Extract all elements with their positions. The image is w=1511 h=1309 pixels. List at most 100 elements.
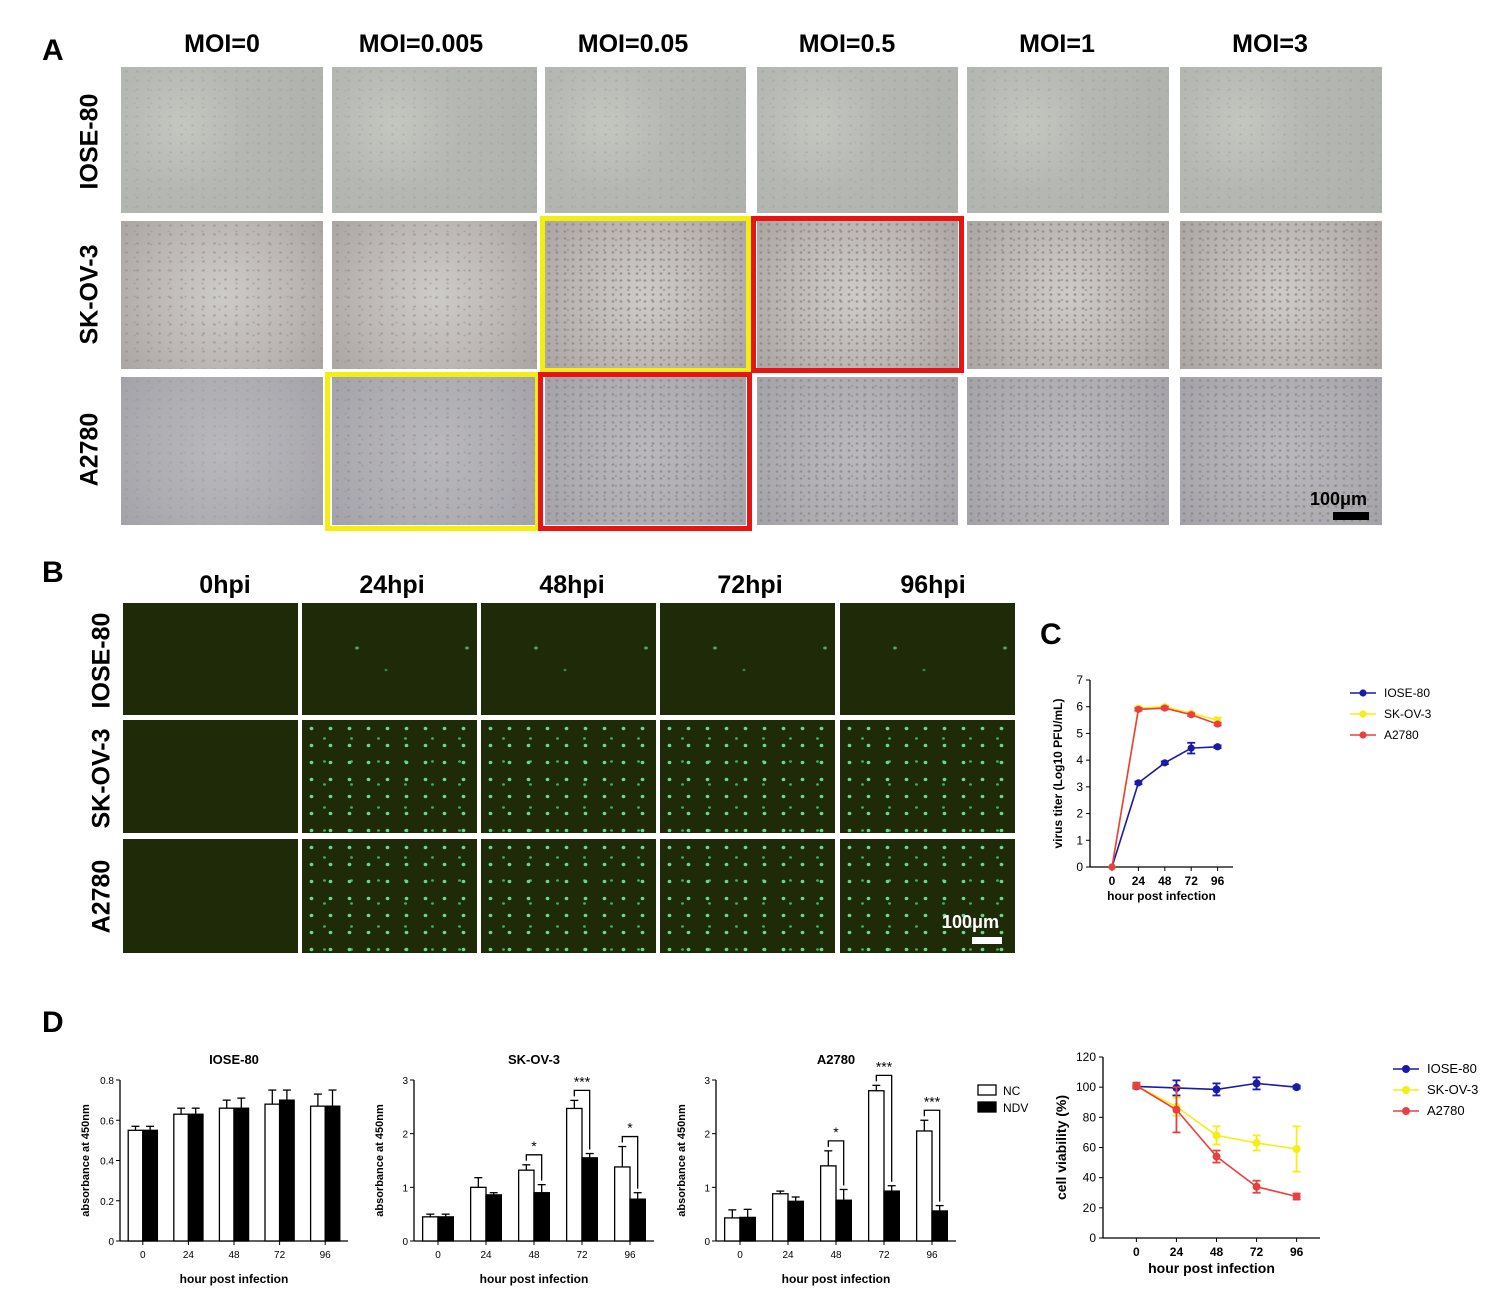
x-tick-label: 0 — [1109, 874, 1116, 888]
x-tick-label: 72 — [1250, 1245, 1264, 1259]
panel-b-column-header: 96hpi — [900, 571, 966, 599]
bar-ndv — [629, 1198, 647, 1242]
highlight-frame-red-a2780 — [538, 372, 752, 531]
bar-nc — [771, 1193, 789, 1242]
bar-nc — [915, 1130, 933, 1242]
y-tick-label: 1 — [704, 1183, 710, 1194]
data-point — [1252, 1182, 1261, 1191]
x-tick-label: 72 — [274, 1250, 286, 1261]
fluorescence-iose80-48hpi — [481, 603, 656, 715]
y-axis-label: virus titer (Log10 PFU/mL) — [1051, 698, 1065, 848]
y-tick-label: 5 — [1076, 726, 1083, 740]
fluorescence-a2780-48hpi — [481, 839, 656, 953]
bar-nc — [469, 1186, 487, 1242]
significance-bracket — [573, 1089, 591, 1150]
panel-label-b: B — [42, 556, 64, 589]
legend-marker — [1359, 689, 1367, 697]
micrograph-iose80-moi1 — [967, 67, 1169, 213]
data-point — [1132, 1081, 1141, 1090]
panel-a-column-header: MOI=0.005 — [358, 30, 484, 58]
data-point — [1212, 1085, 1221, 1094]
fluorescence-skov3-24hpi — [302, 720, 477, 833]
legend-label: SK-OV-3 — [1427, 1082, 1478, 1097]
data-point — [1292, 1145, 1301, 1154]
x-tick-label: 0 — [140, 1250, 146, 1261]
legend-label: SK-OV-3 — [1384, 707, 1432, 721]
bar-ndv — [835, 1199, 853, 1242]
significance-bracket — [923, 1109, 941, 1202]
x-tick-label: 96 — [1290, 1245, 1304, 1259]
bar-nc — [517, 1169, 535, 1242]
y-tick-label: 0 — [1076, 860, 1083, 874]
micrograph-iose80-moi005 — [545, 67, 746, 213]
micrograph-a2780-moi005 — [545, 377, 746, 525]
x-axis-label: hour post infection — [782, 1272, 891, 1286]
legend-label: NDV — [1003, 1101, 1028, 1115]
legend-label: IOSE-80 — [1384, 686, 1430, 700]
panel-label-d: D — [42, 1006, 64, 1039]
x-axis-label: hour post infection — [1107, 889, 1216, 903]
legend-swatch-ndv — [977, 1101, 997, 1113]
highlight-frame-red-skov3 — [751, 216, 964, 373]
highlight-frame-yellow-a2780 — [325, 372, 540, 531]
micrograph-a2780-moi05 — [757, 377, 958, 525]
bar-nc — [565, 1107, 583, 1242]
y-tick-label: 2 — [704, 1130, 710, 1141]
bar-ndv — [883, 1190, 901, 1242]
micrograph-skov3-moi0005 — [332, 221, 537, 369]
x-tick-label: 48 — [830, 1250, 842, 1261]
x-tick-label: 24 — [1132, 874, 1146, 888]
bar-ndv — [533, 1192, 551, 1242]
data-point — [1214, 743, 1222, 751]
data-point — [1108, 863, 1116, 871]
data-point — [1161, 759, 1169, 767]
y-tick-label: 7 — [1076, 673, 1083, 687]
legend-swatch-nc — [977, 1084, 997, 1096]
highlight-frame-yellow-skov3 — [540, 216, 751, 373]
panel-b-column-header: 72hpi — [717, 571, 783, 599]
y-tick-label: 2 — [1076, 807, 1083, 821]
bar-nc — [127, 1129, 144, 1242]
y-tick-label: 1 — [1076, 833, 1083, 847]
x-tick-label: 0 — [737, 1250, 743, 1261]
fluorescence-iose80-24hpi — [302, 603, 477, 715]
x-tick-label: 96 — [926, 1250, 938, 1261]
bar-nc — [173, 1113, 190, 1242]
fluorescence-skov3-72hpi — [660, 720, 835, 833]
series-line-sk-ov-3 — [1111, 705, 1218, 868]
significance-bracket — [525, 1154, 543, 1181]
micrograph-iose80-moi05 — [757, 67, 958, 213]
micrograph-iose80-moi0 — [121, 67, 323, 213]
significance-bracket — [827, 1140, 845, 1186]
significance-label: * — [627, 1120, 633, 1136]
x-tick-label: 48 — [1210, 1245, 1224, 1259]
significance-bracket — [875, 1074, 893, 1182]
micrograph-skov3-moi005 — [545, 221, 746, 369]
bar-ndv — [739, 1216, 757, 1242]
y-axis-label: absorbance at 450nm — [80, 1104, 92, 1217]
panel-d-iose80-absorbance-chart: IOSE-80 0 0.2 0.4 0.6 0.8 0 24 48 72 96 hour post i… — [80, 1052, 348, 1286]
legend-marker — [1359, 731, 1367, 739]
panel-b-scalebar-label: 100μm — [942, 912, 1000, 932]
series-line-a2780 — [1111, 707, 1218, 868]
micrograph-iose80-moi3 — [1180, 67, 1382, 213]
fluorescence-a2780-96hpi — [840, 839, 1015, 953]
y-tick-label: 4 — [1076, 753, 1083, 767]
y-tick-label: 0.4 — [100, 1157, 114, 1168]
bar-ndv — [324, 1105, 341, 1242]
panel-a-column-header: MOI=1 — [1019, 30, 1095, 58]
legend-label: NC — [1003, 1084, 1021, 1098]
panel-b-column-header: 24hpi — [359, 571, 425, 599]
legend-label: A2780 — [1427, 1103, 1465, 1118]
bar-ndv — [278, 1099, 295, 1242]
y-axis-label: cell viability (%) — [1053, 1095, 1069, 1200]
legend-label: A2780 — [1384, 728, 1419, 742]
fluorescence-iose80-0hpi — [123, 603, 298, 715]
bar-ndv — [931, 1210, 949, 1242]
data-point — [1212, 1152, 1221, 1161]
data-point — [1212, 1131, 1221, 1140]
y-tick-label: 80 — [1083, 1110, 1097, 1124]
data-point — [1187, 744, 1195, 752]
bar-nc — [421, 1216, 439, 1242]
